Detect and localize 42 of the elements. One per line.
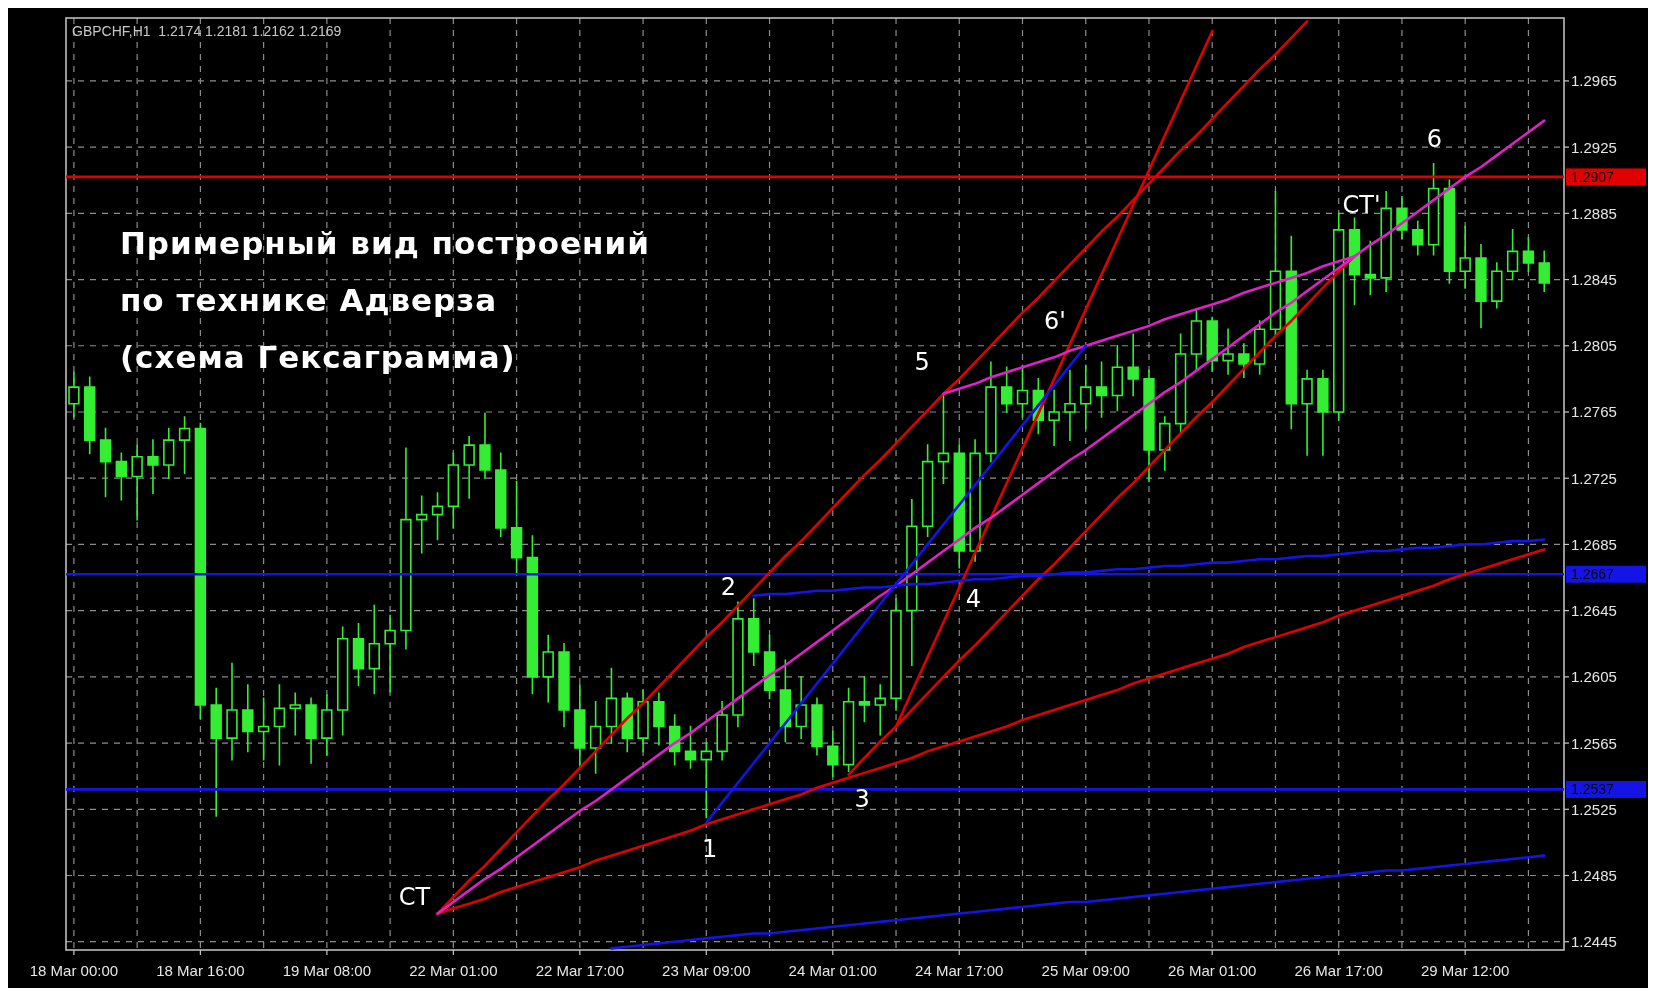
x-tick-label: 26 Mar 01:00: [1168, 961, 1257, 979]
annotation: 3: [854, 785, 870, 814]
annotation: по технике Адверза: [119, 282, 498, 319]
y-tick-label: 1.2845: [1571, 271, 1617, 289]
x-tick-label: 26 Mar 17:00: [1294, 961, 1383, 979]
x-tick-label: 24 Mar 17:00: [915, 961, 1004, 979]
annotation: 1: [701, 835, 718, 864]
y-tick-label: 1.2565: [1571, 734, 1617, 752]
annotation: 6: [1426, 124, 1443, 153]
annotation: CT: [398, 883, 431, 912]
ref-line-label: 1.2537: [1571, 781, 1615, 798]
annotation: 6': [1044, 306, 1066, 335]
annotation: 4: [965, 585, 982, 614]
y-tick-label: 1.2445: [1571, 933, 1617, 951]
y-tick-label: 1.2885: [1571, 204, 1617, 222]
annotation: Примерный вид построений: [119, 224, 650, 261]
ref-line-label: 1.2667: [1571, 566, 1615, 583]
x-tick-label: 29 Mar 12:00: [1420, 961, 1510, 979]
y-tick-label: 1.2965: [1571, 72, 1617, 90]
y-tick-label: 1.2645: [1571, 602, 1617, 620]
chart-title: GBPCHF,H1 1.2174 1.2181 1.2162 1.2169: [72, 23, 342, 39]
y-tick-label: 1.2765: [1571, 403, 1617, 421]
x-tick-label: 22 Mar 01:00: [409, 961, 498, 979]
annotation: 5: [914, 348, 930, 377]
y-tick-label: 1.2925: [1571, 138, 1617, 156]
y-tick-label: 1.2485: [1571, 867, 1617, 885]
annotation: CT': [1342, 191, 1381, 220]
ref-line-label: 1.2907: [1571, 168, 1615, 185]
annotation: (схема Гексаграмма): [119, 339, 516, 376]
x-tick-label: 19 Mar 08:00: [282, 961, 372, 979]
x-tick-label: 24 Mar 01:00: [788, 961, 877, 979]
y-tick-label: 1.2805: [1571, 337, 1617, 355]
y-tick-label: 1.2525: [1571, 800, 1617, 818]
y-tick-label: 1.2605: [1571, 668, 1617, 686]
x-tick-label: 18 Mar 16:00: [156, 961, 245, 979]
x-tick-label: 22 Mar 17:00: [535, 961, 625, 979]
x-tick-label: 23 Mar 09:00: [662, 961, 751, 979]
x-tick-label: 25 Mar 09:00: [1041, 961, 1130, 979]
x-tick-label: 18 Mar 00:00: [29, 961, 119, 979]
y-tick-label: 1.2685: [1571, 535, 1617, 553]
y-tick-label: 1.2725: [1571, 469, 1617, 487]
annotation: 2: [720, 573, 737, 602]
